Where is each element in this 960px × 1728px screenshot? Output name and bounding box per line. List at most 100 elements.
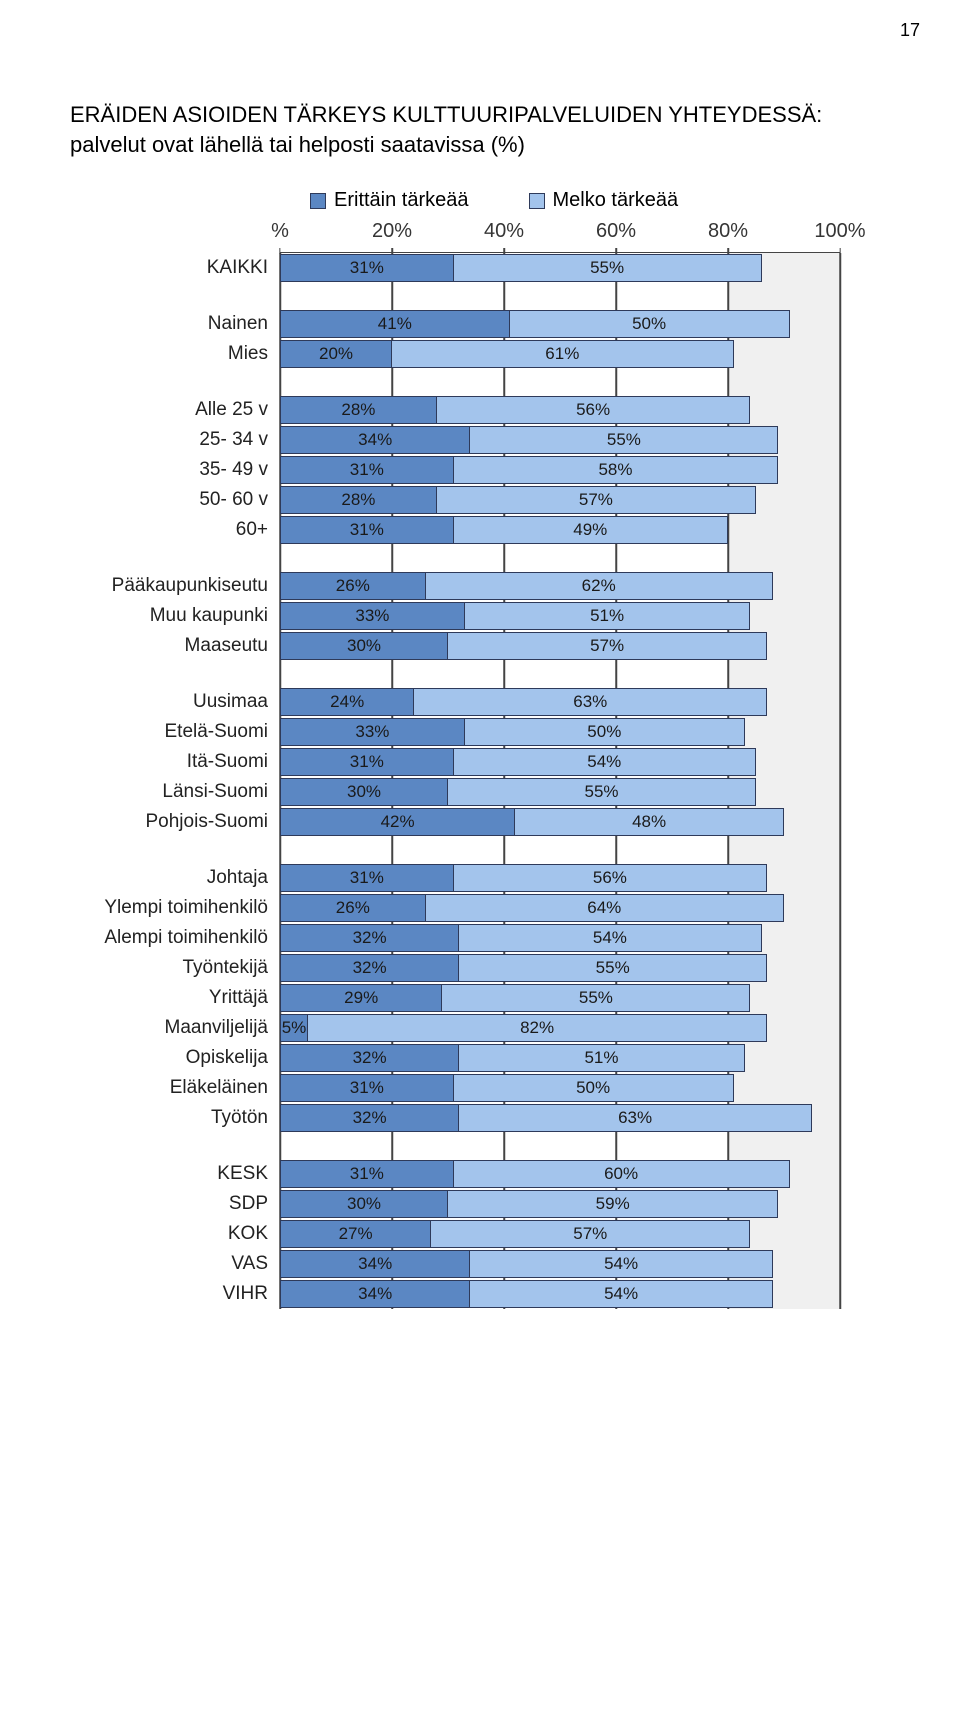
bar-row: Pääkaupunkiseutu26%62% bbox=[280, 571, 840, 601]
bar-row: Eläkeläinen31%50% bbox=[280, 1073, 840, 1103]
row-label: Muu kaupunki bbox=[150, 605, 268, 627]
chart-title: ERÄIDEN ASIOIDEN TÄRKEYS KULTTUURIPALVEL… bbox=[70, 100, 830, 159]
bar-segment-2: 57% bbox=[448, 632, 767, 660]
axis-tick: 40% bbox=[484, 220, 524, 243]
bar-segment-2: 56% bbox=[437, 396, 751, 424]
bar-segment-2: 50% bbox=[465, 718, 745, 746]
bar-segment-1: 28% bbox=[280, 486, 437, 514]
bar-segment-2: 57% bbox=[431, 1220, 750, 1248]
bar-segment-1: 31% bbox=[280, 254, 454, 282]
bar-row: KESK31%60% bbox=[280, 1159, 840, 1189]
bar-segment-1: 26% bbox=[280, 572, 426, 600]
row-label: Pohjois-Suomi bbox=[146, 811, 269, 833]
bar-segment-2: 54% bbox=[459, 924, 761, 952]
bar-segment-1: 41% bbox=[280, 310, 510, 338]
bar-segment-2: 82% bbox=[308, 1014, 767, 1042]
bar-row: Maaseutu30%57% bbox=[280, 631, 840, 661]
bar: 20%61% bbox=[280, 340, 840, 368]
bar-row: Yrittäjä29%55% bbox=[280, 983, 840, 1013]
bar-segment-2: 64% bbox=[426, 894, 784, 922]
bar-segment-1: 33% bbox=[280, 602, 465, 630]
bar-row: Itä-Suomi31%54% bbox=[280, 747, 840, 777]
bar: 28%56% bbox=[280, 396, 840, 424]
bar-segment-2: 63% bbox=[459, 1104, 812, 1132]
bar: 34%54% bbox=[280, 1250, 840, 1278]
row-label: Itä-Suomi bbox=[187, 751, 268, 773]
bar-segment-2: 55% bbox=[459, 954, 767, 982]
bar-row: Johtaja31%56% bbox=[280, 863, 840, 893]
row-label: Länsi-Suomi bbox=[162, 781, 268, 803]
legend-swatch-1 bbox=[310, 193, 326, 209]
legend-label-2: Melko tärkeää bbox=[553, 189, 679, 212]
bar: 31%56% bbox=[280, 864, 840, 892]
bar-segment-1: 30% bbox=[280, 632, 448, 660]
bar-row: Uusimaa24%63% bbox=[280, 687, 840, 717]
bar-segment-2: 51% bbox=[459, 1044, 745, 1072]
bar-segment-2: 56% bbox=[454, 864, 768, 892]
bar-row: Nainen41%50% bbox=[280, 309, 840, 339]
bar-row: Alempi toimihenkilö32%54% bbox=[280, 923, 840, 953]
bar-segment-1: 30% bbox=[280, 778, 448, 806]
row-label: SDP bbox=[229, 1193, 268, 1215]
row-label: Yrittäjä bbox=[209, 987, 268, 1009]
bar-segment-2: 54% bbox=[470, 1250, 772, 1278]
row-label: 50- 60 v bbox=[199, 489, 268, 511]
bar-segment-2: 58% bbox=[454, 456, 779, 484]
bar-segment-2: 59% bbox=[448, 1190, 778, 1218]
bar: 31%60% bbox=[280, 1160, 840, 1188]
row-label: VIHR bbox=[223, 1283, 268, 1305]
bar-segment-2: 55% bbox=[470, 426, 778, 454]
row-label: Alle 25 v bbox=[195, 399, 268, 421]
bar: 34%54% bbox=[280, 1280, 840, 1308]
bar-segment-2: 54% bbox=[454, 748, 756, 776]
bar-segment-1: 31% bbox=[280, 864, 454, 892]
bar-rows: KAIKKI31%55%Nainen41%50%Mies20%61%Alle 2… bbox=[280, 253, 840, 1309]
bar-row: 35- 49 v31%58% bbox=[280, 455, 840, 485]
bar-row: SDP30%59% bbox=[280, 1189, 840, 1219]
bar: 29%55% bbox=[280, 984, 840, 1012]
bar-segment-1: 30% bbox=[280, 1190, 448, 1218]
bar-segment-1: 32% bbox=[280, 954, 459, 982]
legend-item-2: Melko tärkeää bbox=[529, 189, 679, 212]
bar: 31%55% bbox=[280, 254, 840, 282]
bar-segment-2: 51% bbox=[465, 602, 751, 630]
row-label: Työtön bbox=[211, 1107, 268, 1129]
bar: 5%82% bbox=[280, 1014, 840, 1042]
bar: 27%57% bbox=[280, 1220, 840, 1248]
bar-row: Ylempi toimihenkilö26%64% bbox=[280, 893, 840, 923]
bar-segment-2: 57% bbox=[437, 486, 756, 514]
row-label: KESK bbox=[217, 1163, 268, 1185]
bar: 32%51% bbox=[280, 1044, 840, 1072]
row-label: Eläkeläinen bbox=[170, 1077, 268, 1099]
bar-segment-1: 31% bbox=[280, 516, 454, 544]
bar-segment-1: 32% bbox=[280, 1104, 459, 1132]
bar-row: Alle 25 v28%56% bbox=[280, 395, 840, 425]
row-label: Opiskelija bbox=[186, 1047, 268, 1069]
bar-segment-2: 61% bbox=[392, 340, 734, 368]
bar-segment-1: 33% bbox=[280, 718, 465, 746]
page: 17 ERÄIDEN ASIOIDEN TÄRKEYS KULTTUURIPAL… bbox=[0, 0, 960, 1728]
bar-segment-2: 50% bbox=[454, 1074, 734, 1102]
bar-row: Etelä-Suomi33%50% bbox=[280, 717, 840, 747]
bar-segment-1: 31% bbox=[280, 456, 454, 484]
bar-segment-1: 42% bbox=[280, 808, 515, 836]
bar-segment-2: 55% bbox=[448, 778, 756, 806]
bar-segment-1: 34% bbox=[280, 426, 470, 454]
row-label: Johtaja bbox=[207, 867, 268, 889]
bar-segment-2: 49% bbox=[454, 516, 728, 544]
bar: 24%63% bbox=[280, 688, 840, 716]
bar-row: Mies20%61% bbox=[280, 339, 840, 369]
bar: 32%54% bbox=[280, 924, 840, 952]
bar-row: 60+31%49% bbox=[280, 515, 840, 545]
bar-segment-1: 24% bbox=[280, 688, 414, 716]
bar: 34%55% bbox=[280, 426, 840, 454]
bar-row: 50- 60 v28%57% bbox=[280, 485, 840, 515]
row-label: Maanviljelijä bbox=[165, 1017, 269, 1039]
bar-row: KOK27%57% bbox=[280, 1219, 840, 1249]
row-label: Uusimaa bbox=[193, 691, 268, 713]
bar: 31%54% bbox=[280, 748, 840, 776]
bar-segment-1: 27% bbox=[280, 1220, 431, 1248]
chart: %20%40%60%80%100% KAIKKI31%55%Nainen41%5… bbox=[280, 218, 840, 1309]
bar-segment-1: 26% bbox=[280, 894, 426, 922]
bar-segment-1: 29% bbox=[280, 984, 442, 1012]
